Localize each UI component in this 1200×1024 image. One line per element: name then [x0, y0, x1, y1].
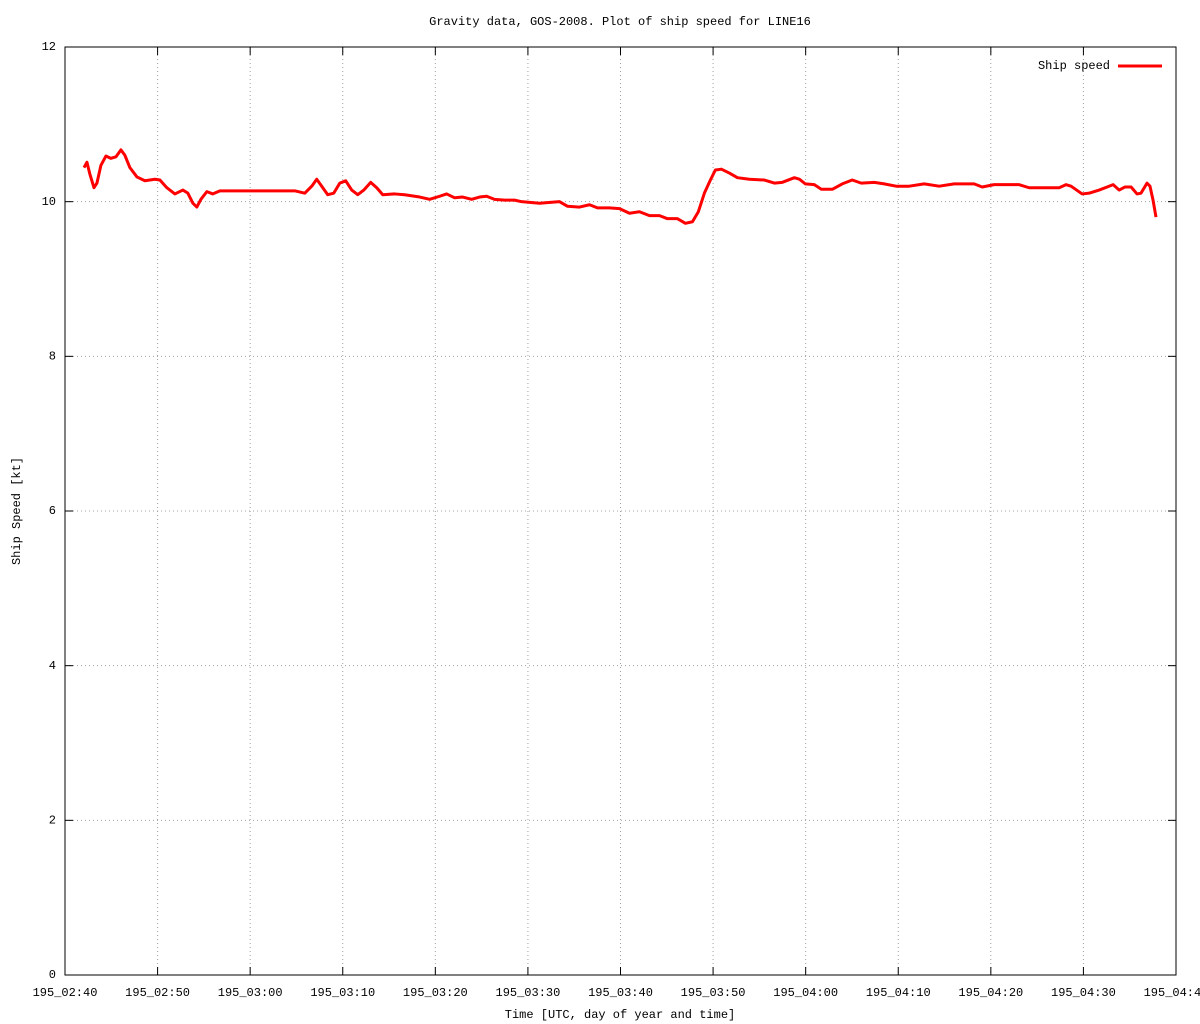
x-tick-label: 195_04:10 — [866, 986, 931, 1000]
y-tick-label: 6 — [49, 504, 56, 518]
x-tick-label: 195_03:20 — [403, 986, 468, 1000]
x-tick-label: 195_02:40 — [33, 986, 98, 1000]
y-tick-label: 0 — [49, 968, 56, 982]
y-axis-label: Ship Speed [kt] — [10, 457, 24, 565]
x-axis-label: Time [UTC, day of year and time] — [505, 1008, 735, 1022]
x-tick-label: 195_03:50 — [681, 986, 746, 1000]
y-tick-label: 2 — [49, 814, 56, 828]
legend-label: Ship speed — [1038, 59, 1110, 73]
x-tick-label: 195_04:00 — [773, 986, 838, 1000]
y-tick-label: 8 — [49, 350, 56, 364]
x-tick-label: 195_04:20 — [958, 986, 1023, 1000]
chart-title: Gravity data, GOS-2008. Plot of ship spe… — [429, 15, 811, 29]
data-line — [82, 148, 1158, 225]
x-tick-label: 195_02:50 — [125, 986, 190, 1000]
y-tick-label: 10 — [42, 195, 56, 209]
y-tick-label: 12 — [42, 40, 56, 54]
x-tick-label: 195_03:30 — [496, 986, 561, 1000]
x-tick-label: 195_04:30 — [1051, 986, 1116, 1000]
plot-frame — [64, 46, 1177, 976]
x-tick-label: 195_03:10 — [310, 986, 375, 1000]
x-tick-label: 195_03:40 — [588, 986, 653, 1000]
x-tick-label: 195_04:40 — [1144, 986, 1200, 1000]
x-tick-label: 195_03:00 — [218, 986, 283, 1000]
y-tick-label: 4 — [49, 659, 56, 673]
